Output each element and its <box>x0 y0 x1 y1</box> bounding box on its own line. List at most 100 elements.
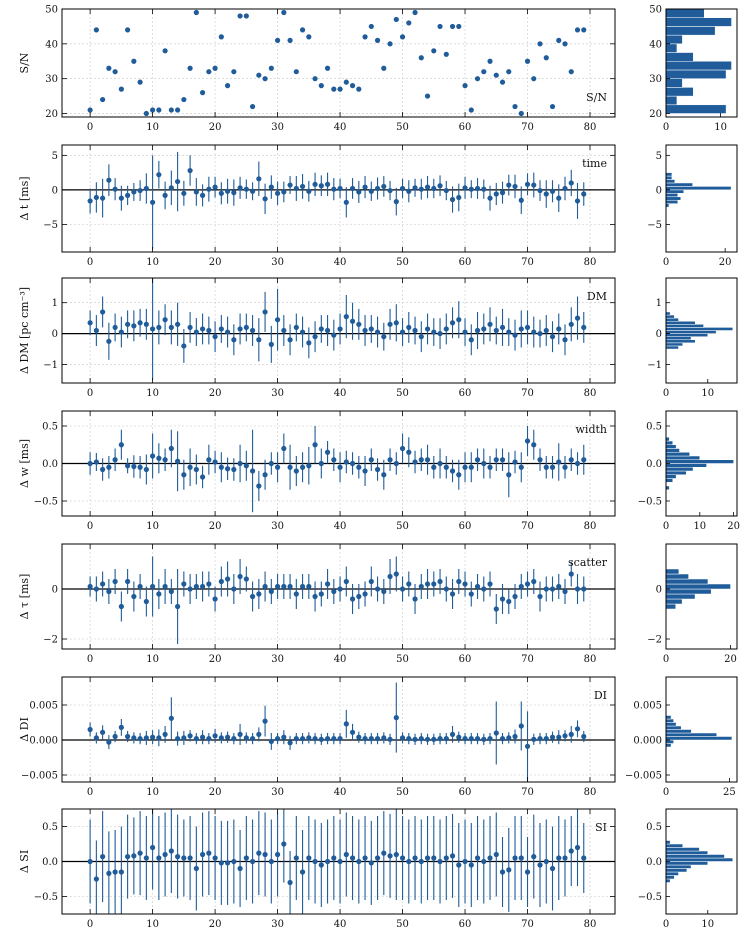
data-point <box>187 855 193 861</box>
data-point <box>193 865 199 872</box>
axes-frame <box>61 543 616 650</box>
data-point <box>274 317 281 323</box>
data-point <box>556 459 562 465</box>
data-point <box>412 185 418 191</box>
x-tick-label: 40 <box>334 521 347 532</box>
x-tick-label: 40 <box>334 919 347 930</box>
data-point <box>137 187 143 194</box>
data-point <box>112 186 118 192</box>
data-point <box>293 324 299 331</box>
data-point <box>218 190 224 196</box>
data-point <box>143 598 149 605</box>
data-point <box>543 736 549 742</box>
hist-bar <box>665 448 680 453</box>
hist-x-tick-label: 20 <box>719 257 732 268</box>
hist-y-tick-label: −0.5 <box>638 497 662 508</box>
data-point <box>231 190 237 196</box>
data-point <box>206 850 212 856</box>
data-point <box>556 37 562 43</box>
hist-y-tick-label: 0.5 <box>646 422 662 433</box>
data-point <box>374 586 381 592</box>
data-point <box>281 734 287 740</box>
data-point <box>131 189 137 195</box>
data-point <box>118 603 124 610</box>
data-point <box>306 735 312 741</box>
hist-x-tick-label: 10 <box>693 521 706 532</box>
data-point <box>381 735 387 741</box>
panel-0: 0 10 20 30 40 50 60 70 80 20 30 40 50 S/N S/N <box>18 5 616 133</box>
data-point <box>193 189 199 195</box>
data-point <box>87 858 93 865</box>
data-point <box>524 58 531 64</box>
data-point <box>374 329 381 335</box>
data-point <box>562 588 568 595</box>
data-point <box>437 736 443 742</box>
data-point <box>387 573 393 580</box>
data-point <box>106 870 112 877</box>
data-point <box>193 9 199 16</box>
data-point <box>343 721 349 727</box>
hist-bar <box>665 61 732 71</box>
data-point <box>424 326 431 332</box>
data-point <box>199 851 206 858</box>
data-point <box>118 869 124 875</box>
data-point <box>512 332 518 338</box>
data-point <box>268 460 274 467</box>
x-tick-label: 10 <box>146 122 159 133</box>
data-point <box>287 37 293 43</box>
data-point <box>118 195 124 201</box>
data-point <box>187 733 193 739</box>
data-point <box>399 855 406 861</box>
y-tick-label: 5 <box>52 151 58 162</box>
data-point <box>137 79 143 85</box>
data-point <box>556 195 562 201</box>
data-point <box>293 736 299 742</box>
x-tick-label: 80 <box>584 521 597 532</box>
x-tick-label: 10 <box>146 919 159 930</box>
data-point <box>574 726 581 732</box>
hist-x-tick-label: 10 <box>714 122 727 133</box>
x-tick-label: 20 <box>209 388 222 399</box>
x-tick-label: 60 <box>459 122 472 133</box>
panel-3: 0 10 20 30 40 50 60 70 80 −0.5 0.0 0.5 Δ w [ms] width <box>18 410 616 532</box>
data-point <box>487 581 493 587</box>
hist-x-tick-label: 10 <box>701 388 714 399</box>
data-point <box>562 855 568 861</box>
data-point <box>131 593 137 600</box>
data-point <box>524 743 531 749</box>
data-point <box>231 586 237 592</box>
hist-bar <box>665 342 683 347</box>
data-point <box>249 327 256 334</box>
data-point <box>93 27 99 33</box>
data-point <box>512 733 518 740</box>
x-tick-label: 70 <box>521 257 534 268</box>
data-point <box>187 65 193 71</box>
data-point <box>424 581 431 587</box>
data-point <box>100 195 106 201</box>
data-point <box>237 573 243 580</box>
data-point <box>212 733 218 739</box>
data-point <box>374 37 381 43</box>
data-point <box>574 315 581 321</box>
data-point <box>549 586 556 592</box>
data-point <box>262 718 268 724</box>
data-point <box>449 731 456 738</box>
data-point <box>449 320 456 326</box>
data-point <box>399 445 406 452</box>
y-tick-label: 0.000 <box>29 736 58 747</box>
y-axis-label: Δ SI <box>18 850 31 873</box>
data-point <box>143 735 149 741</box>
hist-y-tick-label: 20 <box>649 109 662 120</box>
y-tick-label: 1 <box>52 298 58 309</box>
data-point <box>531 736 537 742</box>
data-point <box>237 460 243 467</box>
data-point <box>362 184 368 190</box>
y-axis-label: Δ DI <box>18 717 31 742</box>
hist-bar <box>665 718 674 723</box>
data-point <box>125 192 131 198</box>
data-point <box>531 442 537 448</box>
data-point <box>331 736 337 742</box>
data-point <box>493 191 499 197</box>
data-point <box>362 327 368 334</box>
data-point <box>499 869 506 875</box>
